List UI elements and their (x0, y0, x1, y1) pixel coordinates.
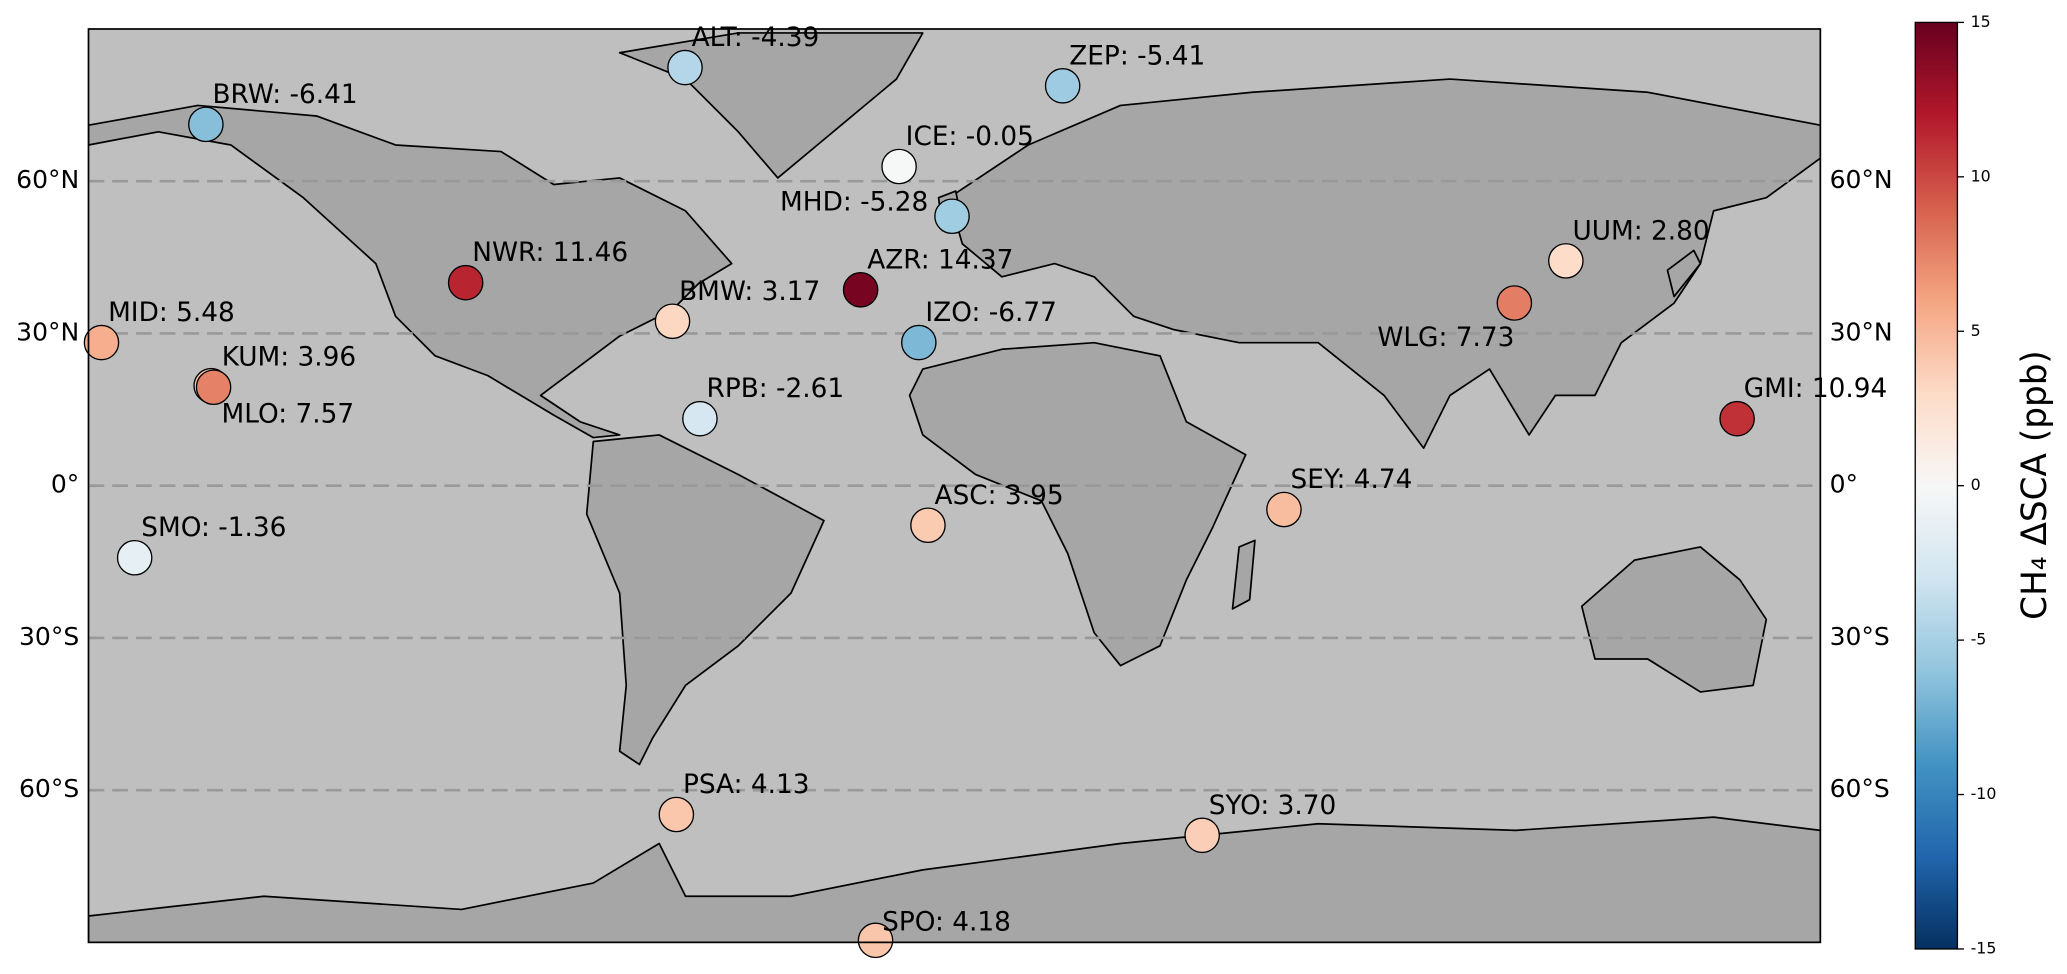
station-label: ZEP: -5.41 (1069, 41, 1205, 71)
station-marker (910, 507, 946, 544)
station-label: BMW: 3.17 (679, 277, 820, 307)
station-label: AZR: 14.37 (867, 245, 1013, 275)
station-marker (83, 324, 120, 361)
colorbar-tick-label: 15 (1971, 12, 1991, 31)
station-marker (195, 369, 232, 406)
colorbar-tick-label: -5 (1971, 630, 1987, 649)
station-label: SMO: -1.36 (141, 513, 286, 543)
station-label: SYO: 3.70 (1209, 791, 1337, 821)
station-marker (116, 539, 153, 576)
station-marker (881, 148, 917, 185)
station-label: BRW: -6.41 (212, 80, 357, 110)
land-layer (88, 32, 1821, 943)
station-label: IZO: -6.77 (925, 298, 1057, 328)
station-marker (658, 796, 695, 833)
colorbar-tick-label: 0 (1971, 475, 1981, 494)
plot-frame (87, 28, 1822, 944)
colorbar-label: CH₄ ΔSCA (ppb) (2015, 350, 2055, 620)
grid-layer (88, 179, 1821, 792)
lat-label-right: 30°S (1830, 622, 1890, 651)
station-marker (1184, 817, 1220, 854)
station-label: WLG: 7.73 (1377, 323, 1514, 353)
station-label: ICE: -0.05 (906, 122, 1034, 152)
station-label: SPO: 4.18 (882, 908, 1011, 938)
africa (908, 341, 1247, 667)
colorbar-ticks: -15 -10 -5 0 5 10 15 (1957, 12, 1997, 957)
colorbar-tick-label: 5 (1971, 321, 1981, 340)
station-label: ALT: -4.39 (692, 23, 820, 53)
station-label: ASC: 3.95 (935, 481, 1064, 511)
station-marker (934, 198, 970, 235)
station-label: MLO: 7.57 (221, 399, 354, 429)
south-america (585, 434, 825, 766)
station-marker (842, 272, 879, 308)
station-label: KUM: 3.96 (222, 343, 356, 373)
station-marker (188, 106, 224, 143)
station-marker (857, 922, 894, 959)
lat-label-left: 60°N (16, 165, 79, 194)
station-marker (901, 324, 937, 361)
station-marker (1496, 285, 1533, 321)
lat-label-right: 60°S (1830, 774, 1890, 803)
station-label: MID: 5.48 (108, 298, 235, 328)
station-label: MHD: -5.28 (780, 188, 928, 218)
station-marker (1044, 68, 1081, 104)
station-label: RPB: -2.61 (707, 374, 845, 404)
station-label: PSA: 4.13 (683, 770, 810, 800)
station-marker (447, 264, 484, 301)
station-layer: ALT: -4.39 BRW: -6.41 ZEP: -5.41 ICE: -0.05… (83, 23, 1888, 959)
japan (1666, 249, 1702, 298)
station-marker (682, 400, 718, 437)
lat-label-left: 0° (51, 470, 79, 499)
colorbar-tick-label: 10 (1971, 166, 1991, 185)
station-marker (1719, 400, 1755, 437)
colorbar-tick-label: -15 (1971, 938, 1997, 957)
antarctica (88, 816, 1821, 943)
station-label: SEY: 4.74 (1291, 465, 1413, 495)
station-label: GMI: 10.94 (1744, 374, 1888, 404)
madagascar (1231, 539, 1256, 610)
station-label: NWR: 11.46 (472, 238, 628, 268)
lat-label-left: 30°S (19, 622, 79, 651)
station-marker (1266, 491, 1302, 528)
station-label: UUM: 2.80 (1572, 216, 1709, 246)
colorbar (1914, 21, 1959, 950)
lat-label-left: 60°S (19, 774, 79, 803)
station-marker (1548, 243, 1584, 279)
colorbar-tick-label: -10 (1971, 784, 1997, 803)
north-america (88, 104, 733, 439)
station-marker (654, 303, 691, 340)
lat-label-left: 30°N (16, 317, 79, 346)
station-marker (667, 49, 703, 86)
lat-label-right: 30°N (1830, 317, 1893, 346)
eurasia (948, 78, 1821, 449)
australia (1580, 546, 1768, 693)
lat-label-right: 0° (1830, 470, 1858, 499)
lat-label-right: 60°N (1830, 165, 1893, 194)
